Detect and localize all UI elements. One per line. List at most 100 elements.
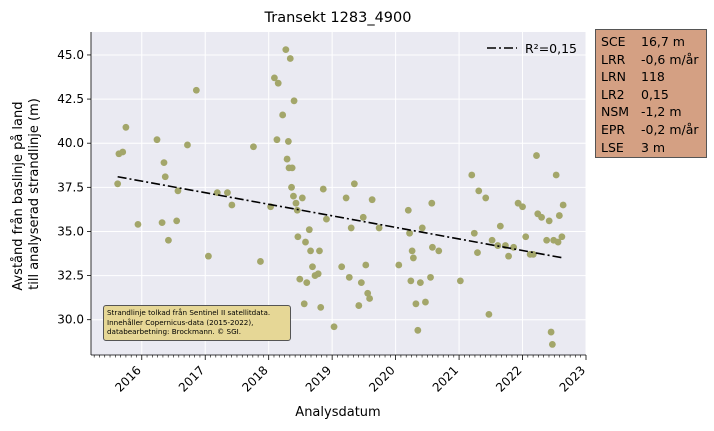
stat-value: 3 m	[641, 139, 666, 155]
x-tick-label: 2018	[239, 363, 270, 394]
y-axis-label: Avstånd från baslinje på land till analy…	[11, 97, 42, 290]
data-point	[158, 219, 166, 227]
data-point	[284, 138, 292, 145]
x-tick-label: 2023	[557, 363, 588, 394]
data-point	[395, 261, 403, 269]
data-point	[429, 243, 436, 251]
data-point	[330, 323, 338, 331]
stat-row-epr: EPR -0,2 m/år	[601, 121, 701, 139]
data-point	[359, 213, 367, 221]
data-point	[290, 97, 298, 105]
data-point	[228, 201, 236, 209]
data-point	[355, 302, 363, 309]
data-point	[505, 252, 512, 260]
data-point	[323, 215, 330, 223]
data-point	[428, 199, 436, 207]
y-tick-label: 35.0	[57, 224, 84, 238]
trend-line	[117, 175, 564, 259]
stat-key: NSM	[601, 104, 630, 120]
data-point	[357, 279, 365, 287]
stat-row-lrn: LRN 118	[601, 68, 701, 86]
data-point	[279, 111, 287, 119]
data-point	[288, 164, 296, 172]
data-point	[533, 152, 540, 159]
data-point	[519, 203, 526, 211]
note-line: databearbetning: Brockmann. © SGI.	[107, 327, 242, 337]
data-point	[375, 224, 383, 232]
stat-row-lrr: LRR -0,6 m/år	[601, 51, 701, 69]
stat-value: -1,2 m	[641, 104, 682, 120]
x-tick-label: 2022	[493, 363, 524, 394]
data-point	[224, 189, 231, 197]
data-point	[364, 289, 372, 297]
stat-row-sce: SCE 16,7 m	[601, 33, 701, 51]
data-point	[316, 247, 323, 255]
data-point	[317, 303, 325, 311]
data-point	[468, 171, 476, 179]
data-point	[362, 261, 370, 269]
data-point	[368, 196, 376, 204]
data-point	[366, 295, 373, 302]
x-tick-label: 2020	[366, 363, 397, 394]
data-point	[205, 252, 212, 260]
data-point	[510, 243, 518, 251]
data-point	[288, 183, 295, 191]
data-point	[406, 229, 413, 237]
data-point	[545, 217, 553, 225]
data-point	[307, 247, 314, 255]
x-tick-label: 2016	[112, 363, 143, 394]
plot-area	[91, 32, 586, 355]
stat-value: 16,7 m	[641, 34, 685, 49]
y-axis-label-line-1: Avstånd från baslinje på land	[11, 101, 26, 290]
data-point	[271, 74, 278, 82]
x-tick-label: 2019	[303, 363, 334, 394]
stat-key: LRR	[601, 51, 626, 67]
data-point	[192, 86, 200, 94]
data-point	[488, 236, 496, 244]
data-point	[470, 229, 478, 237]
stat-value: -0,2 m/år	[641, 121, 699, 137]
data-point	[422, 298, 429, 306]
y-axis-ticks: 30.0 32.5 35.0 37.5 40.0 42.5 45.0	[57, 48, 91, 327]
data-point	[416, 279, 424, 287]
data-point	[347, 224, 355, 232]
data-point	[314, 270, 322, 278]
data-point	[286, 55, 294, 62]
data-point	[414, 326, 422, 334]
data-point	[298, 194, 306, 202]
data-point	[273, 136, 281, 144]
data-point	[409, 254, 417, 262]
stat-key: LR2	[601, 86, 625, 102]
data-point	[548, 341, 556, 348]
data-point	[342, 194, 350, 202]
y-tick-label: 37.5	[57, 180, 84, 194]
y-tick-label: 40.0	[57, 136, 84, 150]
y-tick-label: 45.0	[57, 48, 84, 62]
data-point	[435, 247, 443, 255]
data-point	[547, 328, 555, 336]
data-point	[294, 233, 302, 241]
grid-lines	[91, 32, 587, 355]
data-point	[418, 224, 426, 232]
data-point	[538, 213, 545, 221]
y-tick-label: 42.5	[57, 92, 84, 106]
data-point	[552, 171, 560, 179]
stat-key: EPR	[601, 121, 626, 137]
stat-value: 0,15	[641, 86, 669, 102]
data-point	[309, 263, 316, 271]
stat-row-nsm: NSM -1,2 m	[601, 103, 701, 121]
x-tick-label: 2017	[176, 363, 207, 394]
data-point	[485, 311, 493, 318]
statistics-box: SCE 16,7 m LRR -0,6 m/år LRN 118 LR2 0,15 NS…	[595, 29, 707, 158]
data-point	[274, 79, 282, 87]
data-point	[558, 233, 566, 241]
data-point	[134, 220, 142, 228]
chart-title: Transekt 1283_4900	[264, 10, 412, 26]
legend-label: R²=0,15	[525, 41, 577, 56]
data-point	[543, 236, 551, 244]
data-point	[174, 187, 182, 195]
data-point	[250, 143, 257, 151]
data-point	[404, 206, 412, 214]
data-point	[283, 155, 291, 163]
data-point	[338, 263, 346, 271]
